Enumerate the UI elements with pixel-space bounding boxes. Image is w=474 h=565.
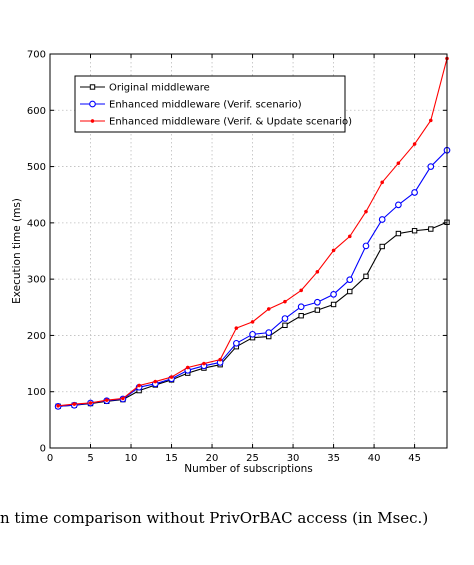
data-point [378,216,386,223]
axis-ticks: 0 5 10 15 20 25 30 35 40 45 0 100 200 300 400 500 600 700 [27,50,447,464]
data-point [380,180,385,185]
data-point [395,230,402,237]
data-point [299,288,304,293]
y-tick-label: 400 [27,218,46,229]
y-tick-label: 300 [27,275,46,286]
y-tick-label: 500 [27,162,46,173]
data-point [314,298,321,306]
data-point [104,398,109,403]
plot-frame [49,53,448,449]
y-tick-label: 700 [27,50,46,61]
data-point [249,330,256,338]
y-tick-label: 600 [27,106,46,117]
x-tick-label: 30 [287,453,300,464]
legend-item: Original middleware [80,83,210,94]
data-point [364,209,368,214]
data-point [411,228,418,234]
data-point [428,118,433,123]
x-tick-label: 10 [125,453,138,464]
legend-item: Enhanced middleware (Verif. scenario) [80,100,302,111]
legend-marker [89,84,96,90]
legend-label: Enhanced middleware (Verif. scenario) [109,100,302,111]
data-point [379,243,385,250]
legend-label: Original middleware [109,83,210,94]
data-point [153,379,158,384]
legend-item: Enhanced middleware (Verif. & Update sce… [80,117,352,128]
x-tick-label: 25 [246,453,259,464]
data-point [346,276,354,284]
data-point [56,403,60,408]
data-point [185,365,190,370]
data-point [363,273,369,280]
data-point [218,357,222,362]
data-point [265,329,273,336]
x-axis-title: Number of subscriptions [184,463,313,475]
data-point [121,396,125,401]
data-point [234,326,239,330]
data-point [169,375,174,379]
data-point [72,402,77,406]
x-tick-label: 40 [368,453,381,464]
data-point [428,226,434,232]
legend-box [74,75,346,133]
series-2 [54,146,451,410]
legend: Original middleware Enhanced middleware (… [74,75,352,133]
data-point [250,320,255,324]
series-3 [56,56,449,408]
data-point [232,339,240,347]
data-point [412,142,417,146]
data-point [396,161,401,166]
data-point [315,269,320,274]
data-point [283,299,287,304]
data-point [347,234,352,239]
data-point [297,303,305,311]
x-tick-label: 15 [165,453,178,464]
y-axis-title: Execution time (ms) [11,198,23,304]
data-point [282,322,288,328]
data-point [137,383,141,388]
data-point [88,401,93,405]
data-point [266,307,271,311]
x-tick-label: 5 [87,453,93,464]
x-tick-label: 35 [327,453,340,464]
data-point [330,301,337,308]
legend-marker [90,119,95,123]
data-point [331,248,336,253]
y-tick-label: 100 [27,387,46,398]
figure-caption: n time comparison without PrivOrBAC acce… [0,509,429,527]
legend-label: Enhanced middleware (Verif. & Update sce… [109,117,352,128]
legend-marker [89,100,96,108]
y-tick-label: 0 [40,444,46,455]
data-point [395,201,402,209]
data-point [298,313,304,319]
data-point [411,189,418,196]
data-point [314,307,321,313]
series-lines [54,56,451,410]
data-point [281,315,289,322]
data-point [202,361,206,366]
x-tick-label: 20 [206,453,219,464]
data-point [347,288,353,295]
x-tick-label: 0 [47,453,53,464]
data-point [362,242,370,250]
y-tick-label: 200 [27,331,46,342]
x-tick-label: 45 [408,453,421,464]
data-point [427,163,435,170]
data-point [330,290,337,298]
